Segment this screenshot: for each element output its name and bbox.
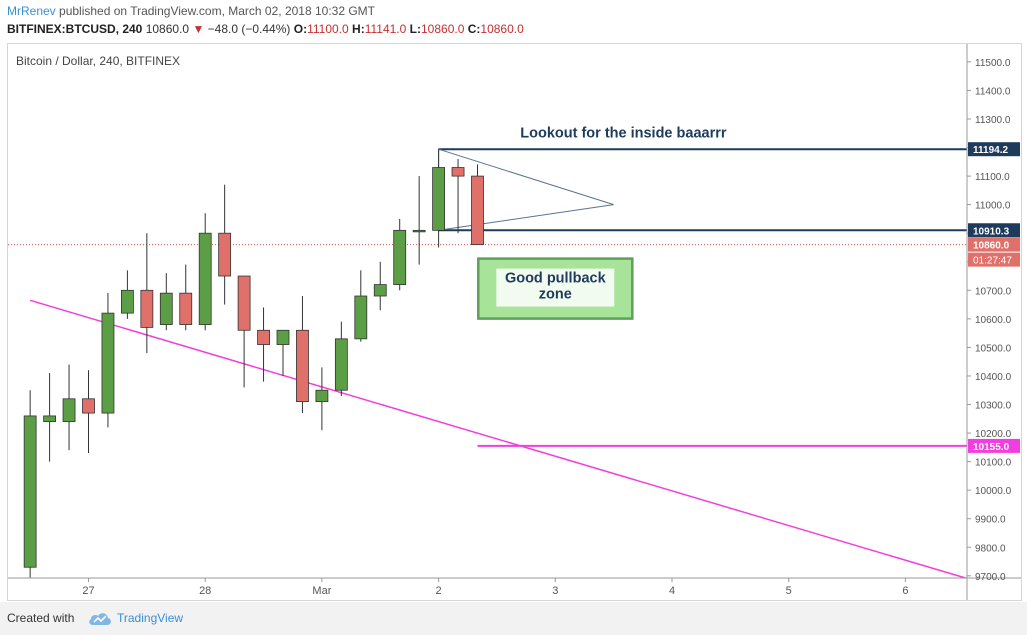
price-level-label-bg (968, 438, 1020, 453)
candle-up (354, 295, 368, 340)
footer: Created with TradingView (0, 602, 1027, 635)
price-level-label-bg (968, 223, 1020, 238)
y-tick-label: 10500.0 (975, 343, 1012, 354)
open-label: O: (293, 22, 308, 36)
candle-up (101, 312, 115, 414)
chart-title: Bitcoin / Dollar, 240, BITFINEX (16, 54, 180, 68)
price-level-label: 10155.0 (973, 442, 1010, 453)
x-tick-label: 27 (82, 585, 94, 597)
price-chart[interactable]: Bitcoin / Dollar, 240, BITFINEX 9700.0 98… (0, 0, 1027, 602)
down-arrow-icon: ▼ (192, 22, 205, 36)
last-price-label-bg (968, 237, 1020, 252)
triangle-pattern (438, 148, 614, 231)
y-tick-label: 9700.0 (975, 572, 1006, 583)
candle-up (334, 338, 348, 391)
x-tick-label: 3 (552, 585, 558, 597)
close-label: C: (467, 22, 481, 36)
annotation-box-inner (496, 268, 615, 307)
low-label: L: (409, 22, 421, 36)
candle-down (257, 329, 270, 345)
candle-up (62, 398, 76, 423)
candle-down (296, 329, 309, 403)
candle-up (393, 229, 407, 285)
x-tick-label: 28 (199, 585, 211, 597)
y-tick-label: 11500.0 (975, 58, 1011, 69)
y-tick-label: 11400.0 (975, 86, 1011, 97)
y-tick-label: 10100.0 (975, 458, 1012, 469)
annotation-pullback-zone: Good pullback zone (505, 271, 607, 303)
price-level-label: 10910.3 (973, 226, 1010, 237)
tradingview-cloud-icon[interactable] (88, 609, 112, 627)
open-value: 11100.0 (307, 22, 349, 36)
y-tick-label: 9800.0 (975, 543, 1006, 554)
y-tick-label: 11000.0 (975, 201, 1011, 212)
y-tick-label: 10200.0 (975, 429, 1012, 440)
y-tick-label: 10300.0 (975, 401, 1012, 412)
high-value: 11141.0 (364, 22, 407, 36)
y-tick-label: 11100.0 (975, 172, 1010, 183)
countdown-bg (968, 252, 1020, 267)
countdown-label: 01:27:47 (973, 256, 1012, 267)
candle-down (471, 175, 484, 246)
tradingview-link[interactable]: TradingView (117, 611, 184, 625)
annotation-inside-bar: Lookout for the inside baaarrr (520, 126, 727, 142)
candle-up (159, 292, 173, 325)
y-tick-label: 10600.0 (975, 315, 1012, 326)
publish-info: MrRenev published on TradingView.com, Ma… (7, 4, 375, 18)
publish-text: published on TradingView.com, March 02, … (59, 4, 375, 18)
candle-down (179, 292, 193, 325)
candle-down (218, 232, 232, 277)
x-tick-label: 2 (436, 585, 442, 597)
x-tick-label: Mar (312, 585, 331, 597)
price-change: −48.0 (−0.44%) (207, 22, 291, 36)
last-price-label: 10860.0 (973, 241, 1010, 252)
y-tick-label: 10000.0 (975, 486, 1012, 497)
y-tick-label: 10700.0 (975, 286, 1012, 297)
ohlc-bar: BITFINEX:BTCUSD, 240 10860.0 ▼ −48.0 (−0… (7, 22, 524, 36)
chart-frame[interactable] (7, 43, 1022, 601)
candle-up (198, 232, 212, 325)
y-tick-label: 9900.0 (975, 515, 1006, 526)
close-value: 10860.0 (480, 22, 524, 36)
chart-header: MrRenev published on TradingView.com, Ma… (0, 0, 1027, 42)
candle-down (140, 289, 154, 328)
trend-line (29, 299, 967, 578)
low-value: 10860.0 (421, 22, 465, 36)
candle-up (432, 167, 446, 231)
x-tick-label: 6 (902, 585, 908, 597)
candle-down (451, 167, 465, 177)
x-tick-label: 5 (786, 585, 792, 597)
candle-up (373, 284, 387, 297)
candle-up (23, 415, 37, 568)
high-label: H: (352, 22, 365, 36)
candle-up (43, 415, 56, 423)
author-link[interactable]: MrRenev (7, 4, 56, 18)
y-tick-label: 10400.0 (975, 372, 1012, 383)
candle-down (82, 398, 95, 414)
x-tick-label: 4 (669, 585, 675, 597)
y-tick-label: 11300.0 (975, 115, 1011, 126)
price-level-label: 11194.2 (973, 145, 1008, 156)
price-level-label-bg (968, 142, 1020, 157)
candle-up (276, 329, 290, 345)
candle-up (121, 289, 134, 314)
candle-down (237, 275, 251, 331)
candle-up (315, 389, 329, 403)
plot-area (8, 148, 967, 578)
candle-up (412, 229, 426, 233)
created-with-text: Created with (7, 611, 75, 625)
symbol-label: BITFINEX:BTCUSD, 240 (7, 22, 143, 36)
last-price: 10860.0 (145, 22, 190, 36)
